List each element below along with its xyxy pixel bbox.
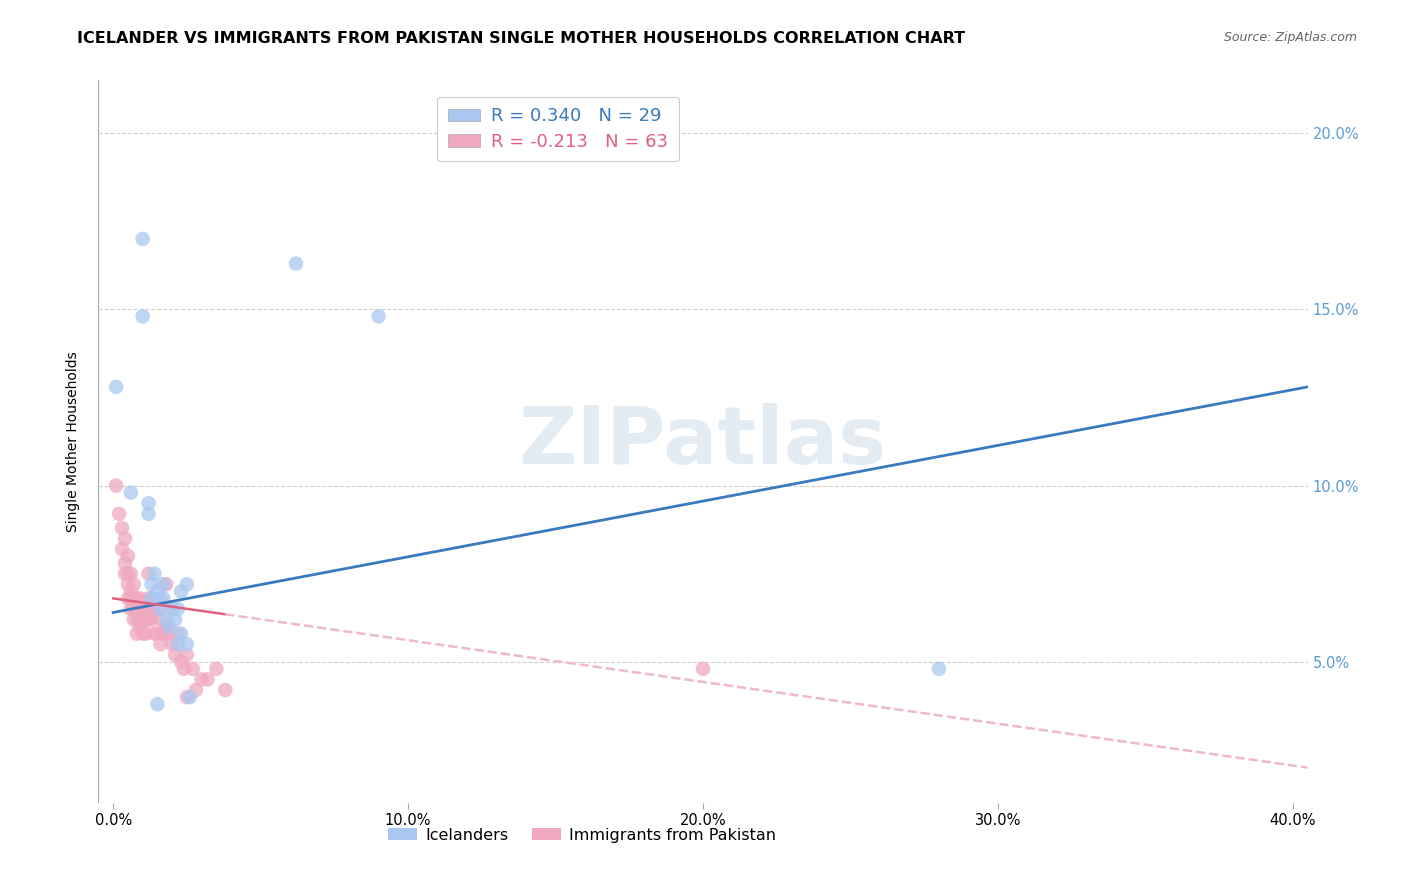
Point <box>160 637 183 651</box>
Point <box>131 310 153 324</box>
Text: Source: ZipAtlas.com: Source: ZipAtlas.com <box>1223 31 1357 45</box>
Point <box>149 602 172 616</box>
Point <box>117 566 139 581</box>
Point <box>138 507 160 521</box>
Point <box>138 591 160 606</box>
Point <box>131 602 153 616</box>
Point <box>152 626 174 640</box>
Point <box>120 591 142 606</box>
Point <box>117 549 139 563</box>
Point <box>143 566 166 581</box>
Point <box>149 613 172 627</box>
Legend: Icelanders, Immigrants from Pakistan: Icelanders, Immigrants from Pakistan <box>382 822 782 849</box>
Point <box>131 232 153 246</box>
Point <box>155 577 177 591</box>
Point <box>122 591 145 606</box>
Point <box>152 577 174 591</box>
Point <box>135 602 157 616</box>
Point <box>131 626 153 640</box>
Point <box>141 591 163 606</box>
Point <box>692 662 714 676</box>
Point <box>114 566 136 581</box>
Point <box>128 619 150 633</box>
Y-axis label: Single Mother Households: Single Mother Households <box>66 351 80 532</box>
Point <box>122 613 145 627</box>
Point <box>138 613 160 627</box>
Point <box>155 613 177 627</box>
Point <box>146 626 169 640</box>
Point <box>122 577 145 591</box>
Point <box>165 613 187 627</box>
Point <box>928 662 950 676</box>
Point <box>141 591 163 606</box>
Point <box>165 648 187 662</box>
Point <box>176 577 198 591</box>
Point <box>141 577 163 591</box>
Point <box>143 626 166 640</box>
Point <box>131 613 153 627</box>
Point <box>125 626 148 640</box>
Point <box>146 602 169 616</box>
Point <box>105 380 128 394</box>
Point <box>167 637 190 651</box>
Point <box>128 591 150 606</box>
Point <box>105 478 128 492</box>
Point <box>143 602 166 616</box>
Point <box>367 310 389 324</box>
Point <box>160 602 183 616</box>
Point <box>125 602 148 616</box>
Point <box>176 648 198 662</box>
Point <box>170 584 193 599</box>
Point <box>117 591 139 606</box>
Point <box>114 556 136 570</box>
Point <box>120 566 142 581</box>
Point <box>135 613 157 627</box>
Point <box>117 577 139 591</box>
Point <box>125 591 148 606</box>
Point <box>205 662 228 676</box>
Point <box>111 521 134 535</box>
Text: ICELANDER VS IMMIGRANTS FROM PAKISTAN SINGLE MOTHER HOUSEHOLDS CORRELATION CHART: ICELANDER VS IMMIGRANTS FROM PAKISTAN SI… <box>77 31 966 46</box>
Point <box>170 655 193 669</box>
Point <box>155 619 177 633</box>
Point <box>128 602 150 616</box>
Point <box>173 662 195 676</box>
Point <box>157 619 180 633</box>
Point <box>120 485 142 500</box>
Point <box>135 626 157 640</box>
Point <box>141 613 163 627</box>
Point <box>128 613 150 627</box>
Point <box>157 626 180 640</box>
Point <box>146 584 169 599</box>
Point <box>167 626 190 640</box>
Point <box>167 602 190 616</box>
Point <box>179 690 201 704</box>
Point <box>176 690 198 704</box>
Text: ZIPatlas: ZIPatlas <box>519 402 887 481</box>
Point <box>176 637 198 651</box>
Point <box>152 591 174 606</box>
Point <box>149 637 172 651</box>
Point <box>138 496 160 510</box>
Point <box>114 532 136 546</box>
Point <box>146 697 169 711</box>
Point <box>149 591 172 606</box>
Point <box>122 602 145 616</box>
Point <box>120 584 142 599</box>
Point <box>138 566 160 581</box>
Point <box>111 542 134 557</box>
Point <box>108 507 131 521</box>
Point <box>197 673 219 687</box>
Point <box>184 683 207 698</box>
Point <box>125 613 148 627</box>
Point <box>214 683 236 698</box>
Point <box>160 602 183 616</box>
Point <box>120 602 142 616</box>
Point <box>285 256 308 270</box>
Point <box>190 673 212 687</box>
Point <box>181 662 204 676</box>
Point <box>170 626 193 640</box>
